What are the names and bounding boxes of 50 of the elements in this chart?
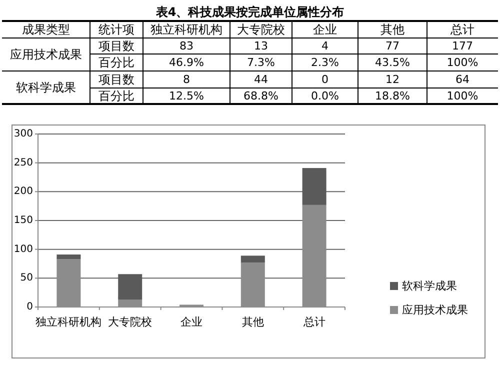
legend-label: 软科学成果 [402,280,457,292]
category-label: 总计 [450,22,474,36]
y-tick-label: 150 [14,215,33,226]
text: 项目数 [98,39,134,53]
category-label: 大专院校 [237,22,285,36]
text: 2.3% [311,56,339,69]
text: 44 [254,73,268,86]
category-label: 企业 [313,22,337,36]
y-tick-label: 50 [20,272,33,284]
text: 64 [456,73,470,86]
text: 0.0% [311,90,339,102]
x-tick-label: 其他 [242,316,264,328]
text: 软科学成果 [16,80,76,94]
x-tick-label: 独立科研机构 [36,316,102,328]
text: 100% [446,90,478,102]
bar [240,256,265,263]
text: 表4、科技成果按完成单位属性分布 [154,5,344,19]
text: 43.5% [375,56,410,69]
category-label: 其他 [380,22,404,36]
text: 12.5% [169,90,204,102]
text: 12 [386,73,400,86]
x-tick-label: 大专院校 [108,316,152,328]
text: 0 [322,73,328,86]
text: 100% [446,56,478,69]
y-tick-label: 0 [26,302,33,312]
text: 应用技术成果 [10,48,82,62]
text: 项目数 [98,72,134,86]
text: 成果类型 [22,22,70,36]
y-tick-label: 250 [14,157,33,168]
text: 7.3% [247,56,275,69]
y-tick-label: 100 [14,244,33,255]
category-label: 独立科研机构 [150,22,222,36]
text: 46.9% [169,56,204,69]
text: 18.8% [375,90,410,102]
text: 177 [452,40,473,52]
x-tick-label: 总计 [302,316,326,328]
x-tick-label: 企业 [180,316,202,328]
text: 83 [180,40,194,52]
text: 统计项 [98,22,134,36]
text: 77 [386,40,400,52]
text: 8 [183,73,190,86]
text: 百分比 [98,89,134,103]
text: 13 [254,40,268,52]
text: 68.8% [244,90,278,102]
y-tick-label: 300 [14,128,33,140]
text: 4 [322,40,328,52]
text: 百分比 [98,56,134,70]
bar [56,254,81,260]
y-tick-label: 200 [14,186,33,198]
legend-label: 应用技术成果 [402,304,468,316]
